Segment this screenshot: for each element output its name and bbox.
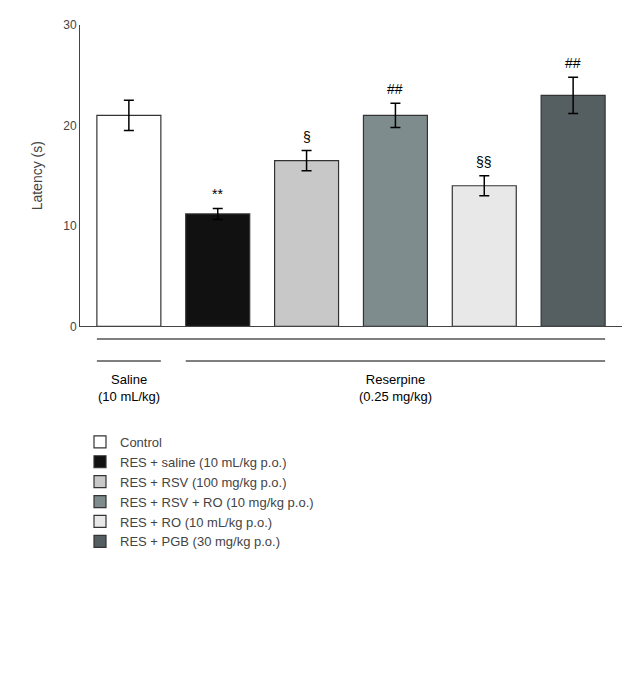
svg-text:Control: Control (120, 435, 162, 450)
svg-text:Saline(10 mL/kg): Saline(10 mL/kg) (98, 372, 160, 404)
svg-text:Latency (s): Latency (s) (29, 141, 45, 210)
svg-text:**: ** (212, 186, 223, 202)
svg-text:RES + RSV (100 mg/kg p.o.): RES + RSV (100 mg/kg p.o.) (120, 475, 287, 490)
svg-text:RES + RSV + RO (10 mg/kg p.o.): RES + RSV + RO (10 mg/kg p.o.) (120, 495, 314, 510)
svg-text:##: ## (565, 55, 581, 71)
svg-text:§: § (303, 129, 311, 145)
svg-text:RES + saline (10 mL/kg p.o.): RES + saline (10 mL/kg p.o.) (120, 455, 287, 470)
svg-text:0: 0 (70, 320, 77, 334)
svg-text:30: 30 (63, 18, 77, 32)
svg-text:##: ## (387, 81, 403, 97)
svg-text:RES + PGB (30 mg/kg p.o.): RES + PGB (30 mg/kg p.o.) (120, 534, 280, 549)
svg-text:20: 20 (63, 119, 77, 133)
svg-text:§§: §§ (476, 154, 492, 170)
svg-text:Reserpine(0.25 mg/kg): Reserpine(0.25 mg/kg) (359, 372, 432, 404)
svg-text:RES + RO (10 mL/kg p.o.): RES + RO (10 mL/kg p.o.) (120, 515, 272, 530)
svg-text:10: 10 (63, 219, 77, 233)
